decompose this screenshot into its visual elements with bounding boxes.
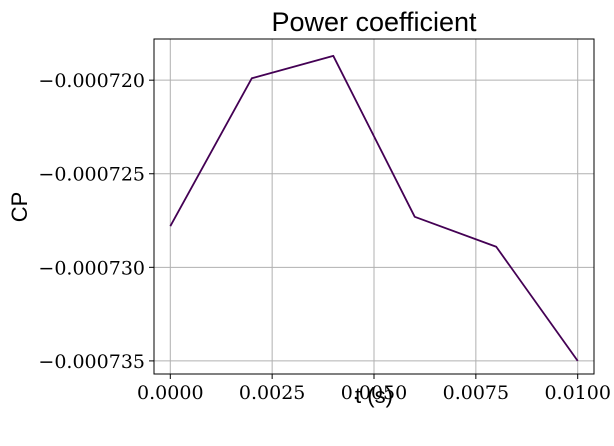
grid-lines [154,39,594,374]
y-tick-label: −0.000720 [38,70,145,92]
axis-ticks: 0.0000 0.0025 0.0050 0.0075 0.0100 −0.000720 −… [38,70,611,404]
x-tick-label: 0.0100 [544,382,610,404]
x-tick-label: 0.0000 [137,382,203,404]
x-tick-label: 0.0075 [443,382,509,404]
series-layer [169,54,579,362]
cp-series-line [169,54,579,362]
x-tick-label: 0.0050 [341,382,407,404]
y-axis-label: CP [7,192,32,223]
y-tick-label: −0.000725 [38,164,145,186]
y-tick-label: −0.000730 [38,257,145,279]
y-tick-label: −0.000735 [38,351,145,373]
x-axis-label: t (s) [355,383,393,408]
chart-title: Power coefficient [271,7,477,37]
x-tick-label: 0.0025 [239,382,305,404]
